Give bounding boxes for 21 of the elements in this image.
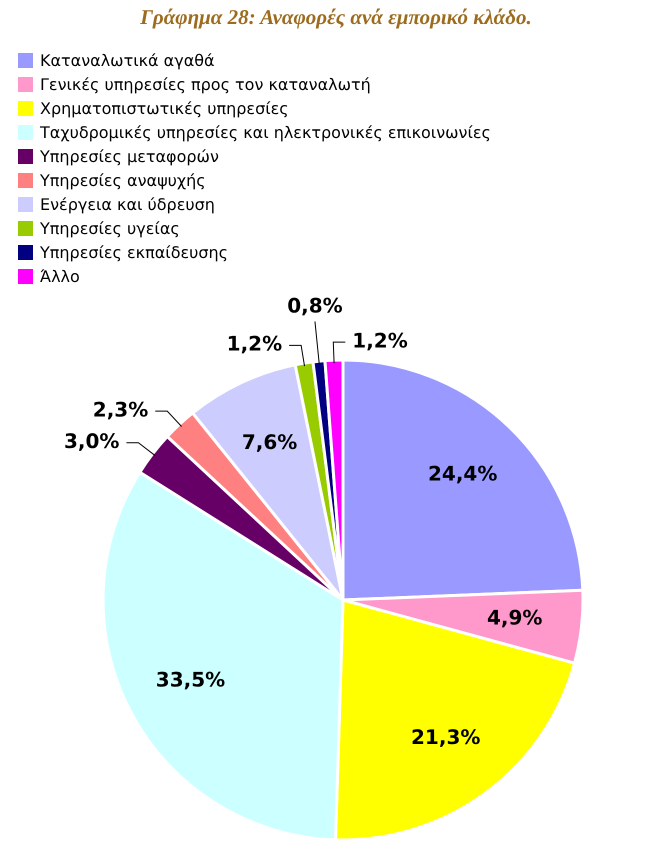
legend-label: Υπηρεσίες υγείας xyxy=(40,218,180,238)
legend-label: Ενέργεια και ύδρευση xyxy=(40,194,215,214)
data-label: 1,2% xyxy=(352,328,408,352)
chart-title: Γράφημα 28: Αναφορές ανά εμπορικό κλάδο. xyxy=(139,5,533,30)
legend-label: Υπηρεσίες εκπαίδευσης xyxy=(40,242,228,262)
legend-label: Γενικές υπηρεσίες προς τον καταναλωτή xyxy=(40,74,371,94)
data-label: 2,3% xyxy=(92,397,148,422)
data-label: 0,8% xyxy=(287,294,343,318)
data-label: 4,9% xyxy=(486,606,542,630)
data-label: 7,6% xyxy=(242,430,298,454)
legend-label: Χρηματοπιστωτικές υπηρεσίες xyxy=(40,98,289,118)
data-label: 24,4% xyxy=(428,462,498,486)
data-label: 21,3% xyxy=(411,725,480,750)
legend-label: Καταναλωτικά αγαθά xyxy=(40,50,215,70)
data-label: 1,2% xyxy=(226,332,282,356)
data-label: 3,0% xyxy=(64,428,120,453)
data-label: 33,5% xyxy=(156,667,226,692)
legend-label: Άλλο xyxy=(40,266,80,286)
legend-label: Υπηρεσίες μεταφορών xyxy=(40,146,219,166)
legend-label: Ταχυδρομικές υπηρεσίες και ηλεκτρονικές επικοινωνίες xyxy=(40,122,491,142)
legend-label: Υπηρεσίες αναψυχής xyxy=(40,170,206,190)
